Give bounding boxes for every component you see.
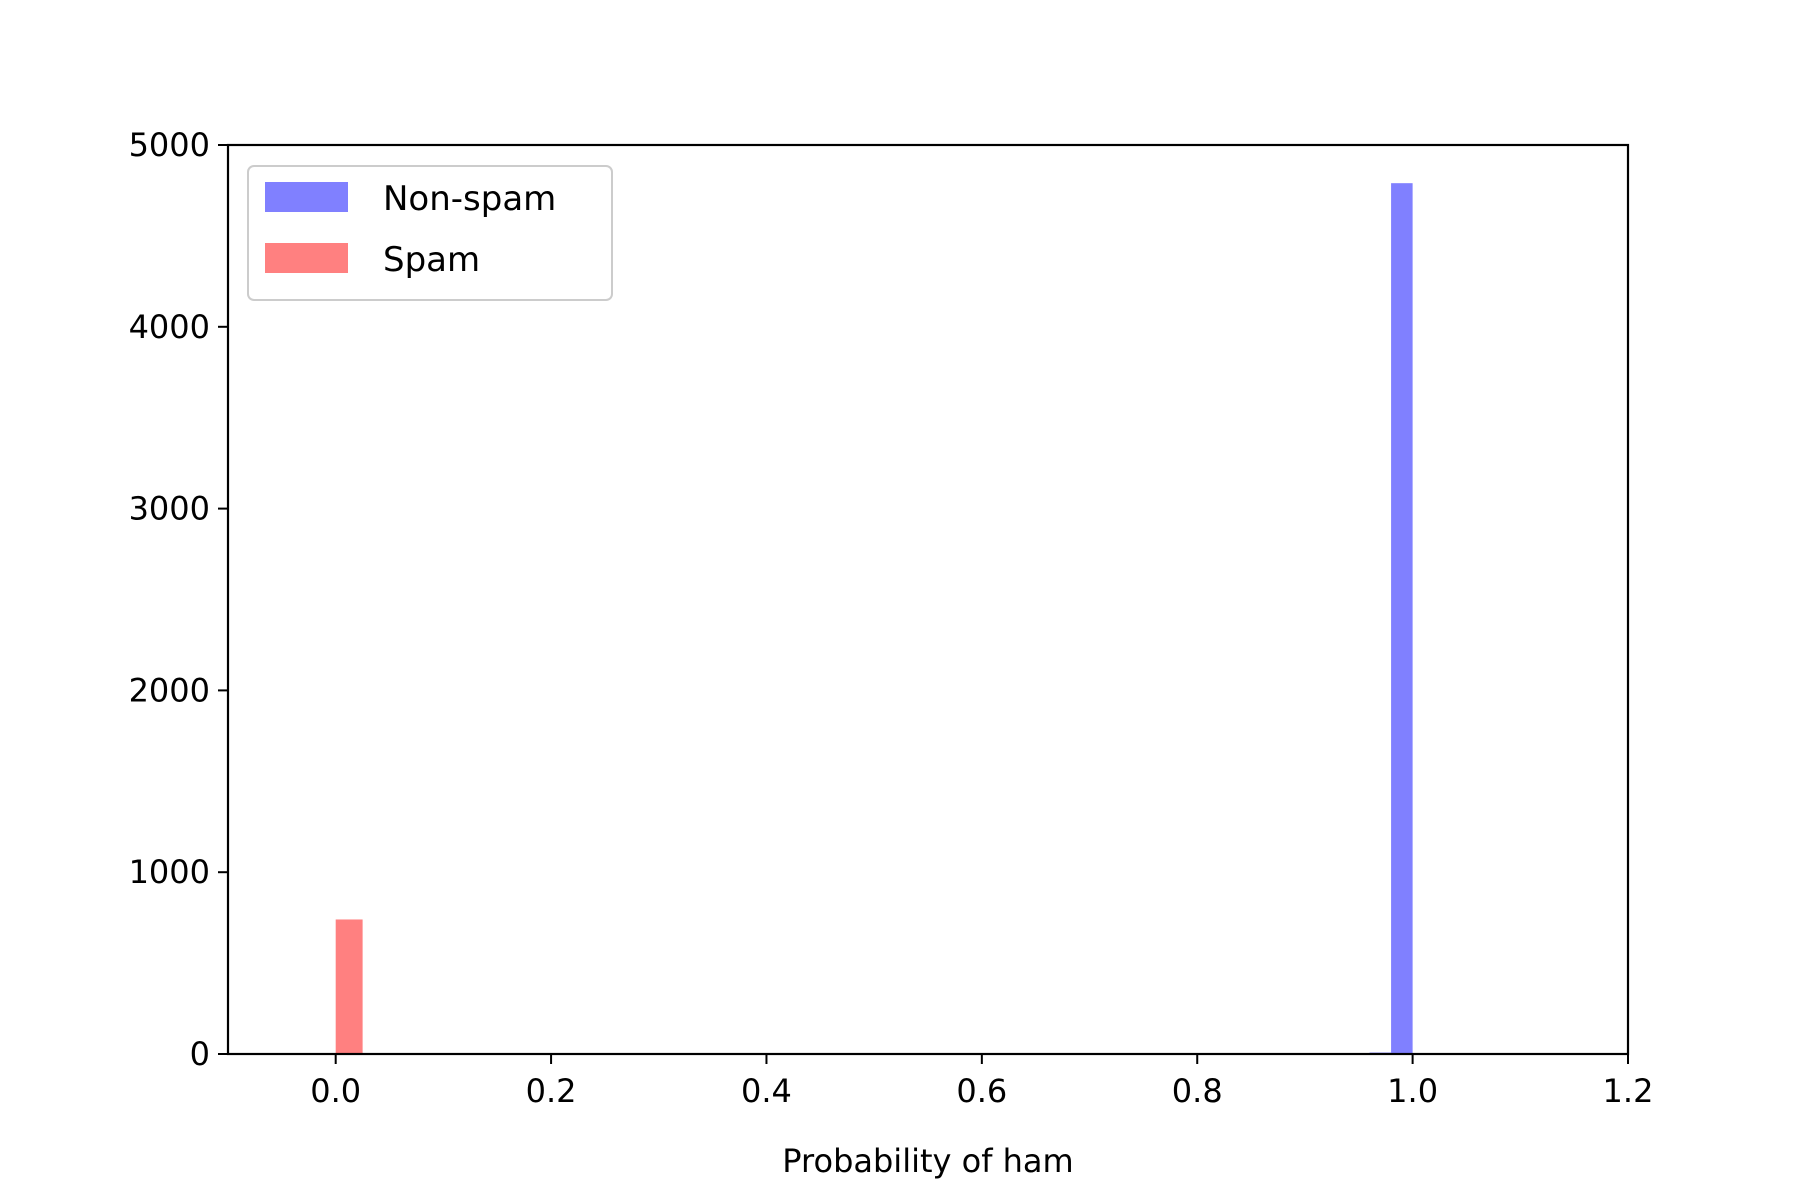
bars-layer [335, 183, 1413, 1055]
bar [1391, 183, 1413, 1055]
plot-frame [226, 143, 1630, 1056]
x-tick-label: 0.6 [956, 1072, 1007, 1110]
y-tick-label: 1000 [129, 853, 210, 891]
x-axis-label: Probability of ham [782, 1142, 1073, 1180]
legend-entry-label: Spam [383, 240, 480, 280]
y-tick-label: 2000 [129, 671, 210, 709]
x-tick-label: 1.0 [1387, 1072, 1438, 1110]
y-tick-label: 4000 [129, 308, 210, 346]
y-axis-ticks: 0 1000 2000 3000 4000 5000 [129, 126, 228, 1073]
bar [335, 919, 363, 1054]
x-tick-label: 0.2 [526, 1072, 577, 1110]
legend: Non-spam Spam [247, 165, 613, 301]
x-tick-label: 0.0 [310, 1072, 361, 1110]
x-tick-label: 1.2 [1603, 1072, 1654, 1110]
x-tick-label: 0.4 [741, 1072, 792, 1110]
y-tick-label: 3000 [129, 490, 210, 528]
x-tick-label: 0.8 [1172, 1072, 1223, 1110]
legend-swatch [265, 243, 348, 273]
x-axis-ticks: 0.0 0.2 0.4 0.6 0.8 1.0 1.2 [310, 1054, 1653, 1110]
legend-entry-label: Non-spam [383, 179, 556, 219]
legend-swatch [265, 182, 348, 212]
y-tick-label: 0 [190, 1035, 210, 1073]
y-tick-label: 5000 [129, 126, 210, 164]
